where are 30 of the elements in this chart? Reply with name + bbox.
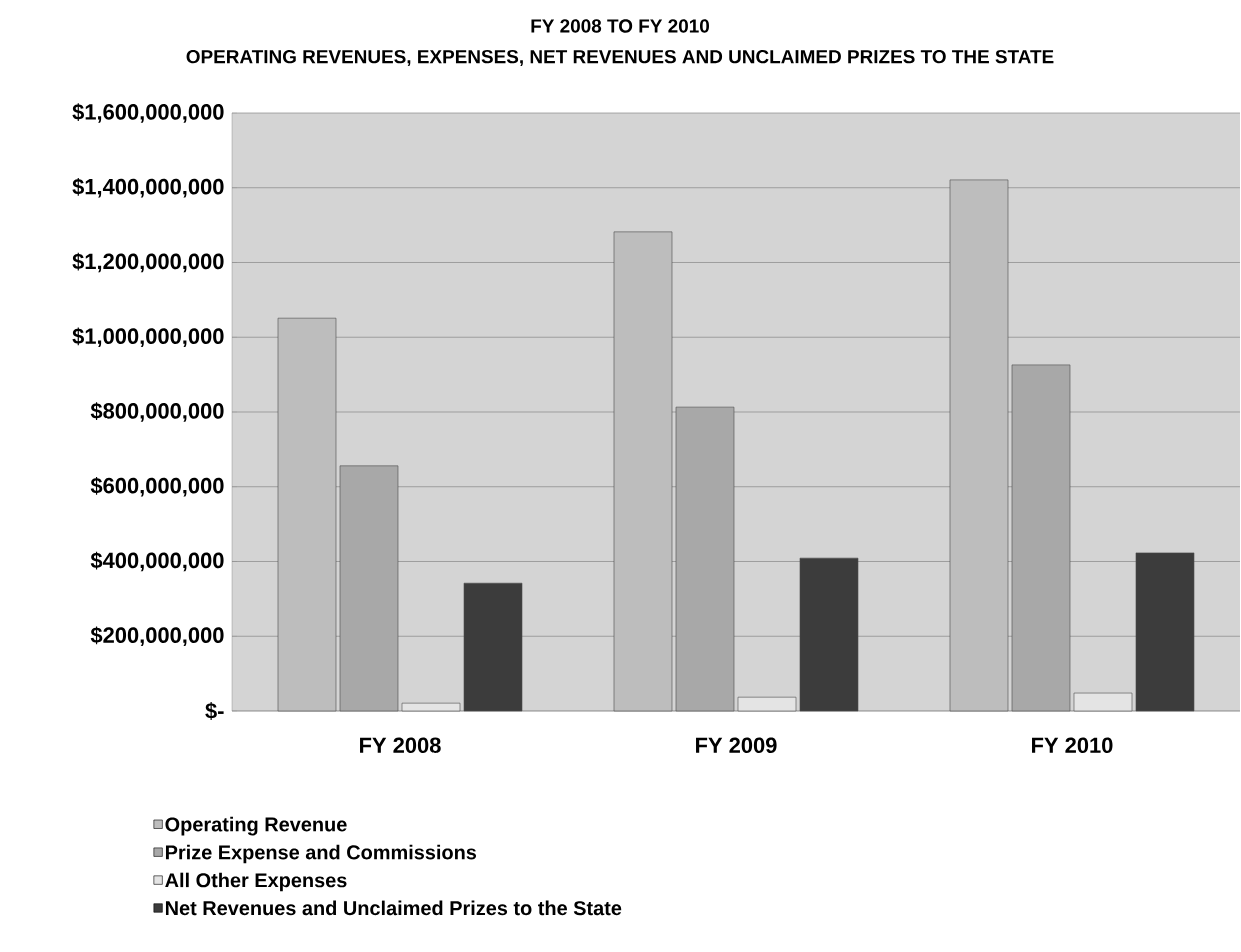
bar (675, 406, 735, 712)
bar (339, 465, 399, 712)
legend-label: Net Revenues and Unclaimed Prizes to the State (165, 900, 622, 916)
y-tick-label: $400,000,000 (90, 551, 224, 572)
x-tick-label: FY 2010 (1032, 737, 1113, 754)
bar (949, 179, 1009, 712)
x-tick-label: FY 2009 (696, 737, 777, 754)
bar (613, 231, 673, 712)
bar (1073, 692, 1133, 712)
x-tick-label: FY 2008 (360, 737, 441, 754)
legend-label: Operating Revenue (165, 816, 347, 836)
y-tick-label: $800,000,000 (90, 402, 224, 422)
bar (277, 317, 337, 712)
y-tick-label: $- (205, 702, 224, 720)
legend-label: Prize Expense and Commissions (165, 844, 477, 864)
legend-label: All Other Expenses (165, 872, 347, 892)
y-tick-label: $1,400,000,000 (72, 177, 224, 198)
chart-subtitle: OPERATING REVENUES, EXPENSES, NET REVENUES AND UNCLAIMED PRIZES TO THE STATE (186, 49, 1054, 67)
y-tick-label: $200,000,000 (90, 626, 224, 647)
y-tick-label: $1,000,000,000 (72, 327, 224, 348)
chart-title: FY 2008 TO FY 2010 (531, 19, 709, 33)
y-tick-label: $600,000,000 (90, 476, 224, 497)
y-tick-label: $1,200,000,000 (72, 252, 224, 273)
bar (401, 702, 461, 712)
bar (1135, 552, 1195, 712)
y-tick-label: $1,600,000,000 (72, 103, 224, 123)
bar (1011, 364, 1071, 712)
bar (463, 582, 523, 712)
bar (799, 557, 859, 712)
bar (737, 696, 797, 712)
